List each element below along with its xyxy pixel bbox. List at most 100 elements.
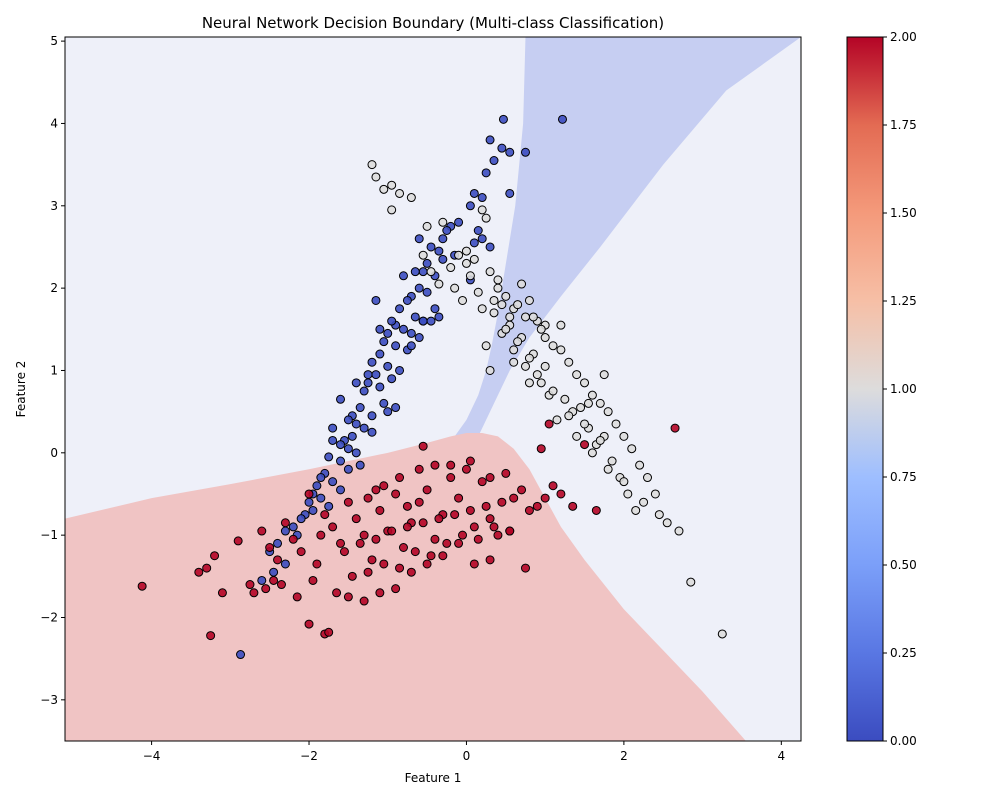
data-point-class-1 [528,312,538,322]
data-point-class-1 [548,386,558,396]
data-point-class-2 [540,493,550,503]
colorbar-tick-label: 1.75 [890,118,917,132]
data-point-class-2 [501,468,511,478]
data-point-class-0 [236,650,246,660]
data-point-class-0 [505,147,515,157]
data-point-class-2 [202,563,212,573]
data-point-class-0 [414,234,424,244]
data-point-class-1 [469,254,479,264]
data-point-class-1 [367,160,377,170]
data-point-class-1 [446,263,456,273]
data-point-class-0 [438,234,448,244]
x-tick-label: 4 [778,749,786,763]
data-point-class-1 [395,188,405,198]
colorbar-tick-label: 1.50 [890,206,917,220]
data-point-class-1 [536,378,546,388]
data-point-class-0 [359,386,369,396]
colorbar-gradient [846,36,884,742]
data-point-class-0 [336,485,346,495]
data-point-class-1 [489,308,499,318]
data-point-class-1 [465,271,475,281]
data-point-class-2 [194,567,204,577]
data-point-class-0 [391,403,401,413]
data-point-class-1 [520,312,530,322]
data-point-class-1 [505,312,515,322]
data-point-class-1 [639,497,649,507]
data-point-class-1 [674,526,684,536]
data-point-class-0 [520,147,530,157]
data-point-class-2 [273,555,283,565]
data-point-class-0 [379,337,389,347]
colorbar-tick-label: 0.50 [890,558,917,572]
data-point-class-0 [426,242,436,252]
data-point-class-2 [402,501,412,511]
colorbar-tick-label: 1.25 [890,294,917,308]
data-point-class-1 [387,180,397,190]
plot-area [65,37,801,741]
data-point-class-1 [650,489,660,499]
data-point-class-1 [627,444,637,454]
data-point-class-0 [434,312,444,322]
data-point-class-1 [548,341,558,351]
data-point-class-2 [489,522,499,532]
data-point-class-1 [434,279,444,289]
data-point-class-2 [375,505,385,515]
data-point-class-2 [520,563,530,573]
data-point-class-1 [607,456,617,466]
data-point-class-0 [375,324,385,334]
data-point-class-2 [359,596,369,606]
data-point-class-0 [418,267,428,277]
data-point-class-2 [438,551,448,561]
data-point-class-2 [355,538,365,548]
colorbar-tick-label: 1.00 [890,382,917,396]
data-point-class-2 [430,460,440,470]
data-point-class-1 [603,407,613,417]
data-point-class-2 [402,522,412,532]
data-point-class-1 [717,629,727,639]
data-point-class-2 [371,534,381,544]
data-point-class-2 [430,534,440,544]
data-point-class-0 [296,514,306,524]
data-point-class-1 [485,267,495,277]
data-point-class-1 [536,324,546,334]
data-point-class-2 [371,485,381,495]
data-point-class-1 [556,320,566,330]
data-point-class-0 [324,501,334,511]
x-tick-label: −2 [300,749,318,763]
data-point-class-0 [316,473,326,483]
data-point-class-0 [489,156,499,166]
data-point-class-0 [497,143,507,153]
data-point-class-2 [454,493,464,503]
data-point-class-2 [387,526,397,536]
data-point-class-0 [473,225,483,235]
data-point-class-2 [414,464,424,474]
data-point-class-1 [564,357,574,367]
data-point-class-2 [434,514,444,524]
data-point-class-1 [481,213,491,223]
data-point-class-0 [430,304,440,314]
data-point-class-1 [572,431,582,441]
data-point-class-0 [402,295,412,305]
data-point-class-2 [276,580,286,590]
data-point-class-0 [367,427,377,437]
data-point-class-1 [513,337,523,347]
data-point-class-2 [363,493,373,503]
y-tick-label: 5 [50,34,58,48]
data-point-class-1 [513,300,523,310]
data-point-class-2 [465,456,475,466]
data-point-class-1 [493,275,503,285]
data-point-class-2 [398,543,408,553]
data-point-class-0 [343,415,353,425]
data-point-class-2 [217,588,227,598]
data-point-class-1 [493,283,503,293]
colorbar-tick-label: 0.25 [890,646,917,660]
data-point-class-0 [557,114,567,124]
data-point-class-1 [501,291,511,301]
data-point-class-0 [469,238,479,248]
y-tick-label: 3 [50,199,58,213]
data-point-class-1 [458,295,468,305]
data-point-class-0 [505,188,515,198]
data-point-class-0 [485,242,495,252]
data-point-class-2 [497,497,507,507]
data-point-class-2 [367,555,377,565]
